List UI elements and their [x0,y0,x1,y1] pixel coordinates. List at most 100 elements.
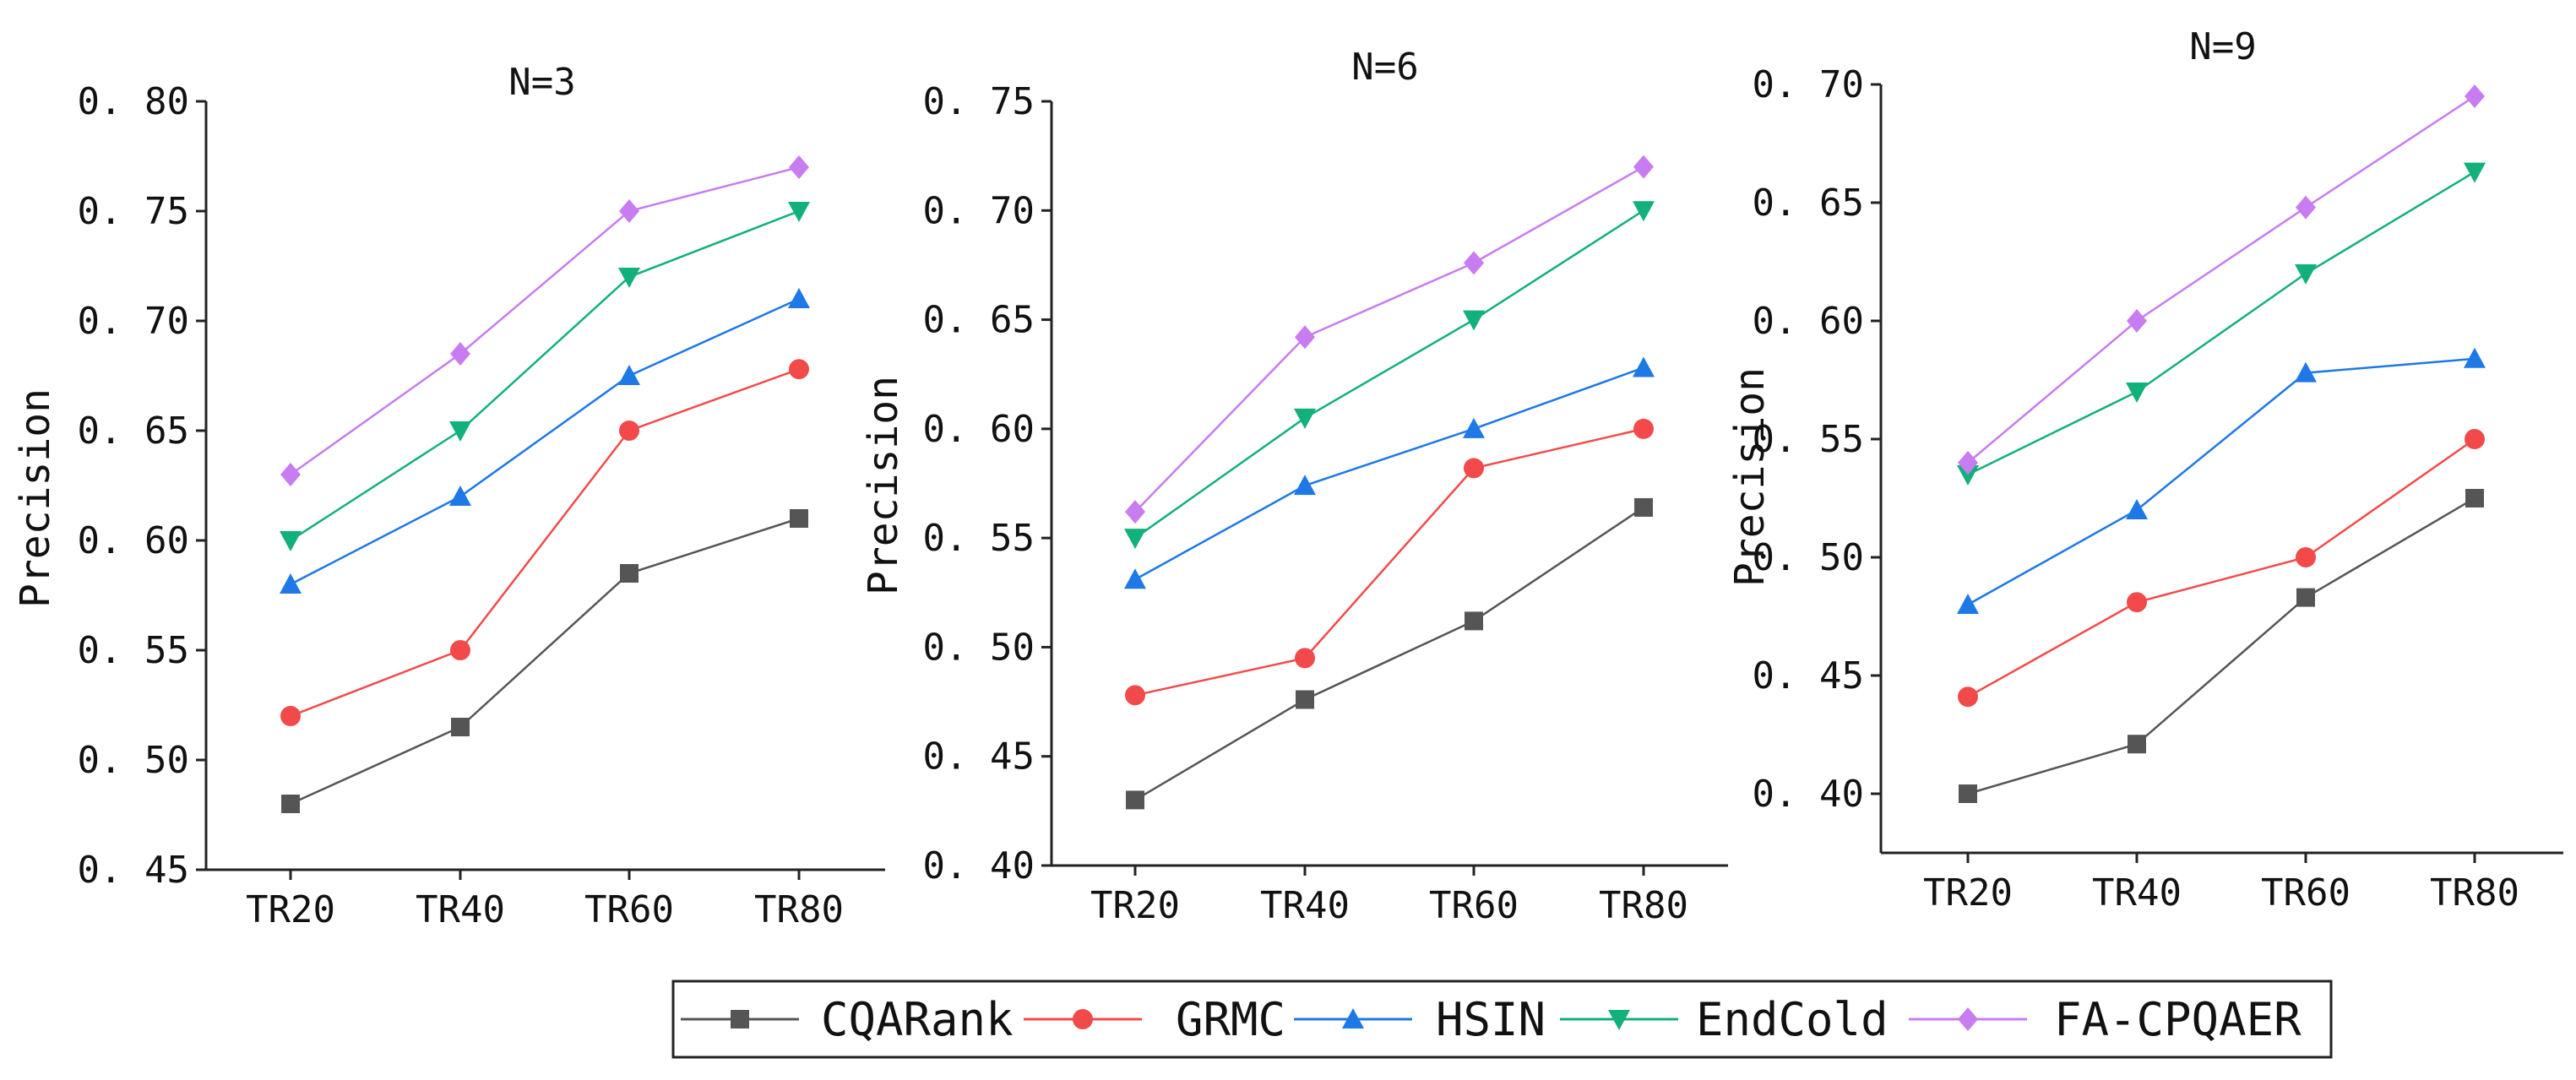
data-point-grmc [1633,418,1654,439]
data-point-hsin [788,288,810,308]
data-point-fa-cpqaer [1464,251,1484,275]
data-point-cqarank [451,718,470,736]
series-group [1957,84,2486,803]
data-point-endcold [1633,201,1655,222]
y-ticks: 0. 40 0. 45 0. 50 0. 55 0. 60 0. 65 0. 70 0. 75 [923,80,1052,887]
data-point-fa-cpqaer [789,155,809,179]
data-point-fa-cpqaer [1125,500,1145,524]
data-point-fa-cpqaer [2127,309,2147,333]
series-line-hsin [1134,366,1644,581]
legend-label-hsin: HSIN [1436,993,1546,1046]
data-point-grmc [1464,458,1484,479]
series-line-endcold [1134,209,1644,540]
y-tick-label: 0. 40 [1753,773,1864,816]
data-point-cqarank [2465,489,2484,507]
x-tick-label: TR40 [1260,884,1350,927]
legend-box [671,980,2333,1059]
y-axis-label: Precision [12,388,59,608]
chart-title: N=9 [2189,25,2256,68]
series-line-cqarank [290,517,800,806]
y-tick-label: 0. 75 [78,190,189,233]
data-point-endcold [788,202,810,222]
data-point-endcold [1463,310,1485,331]
y-tick-label: 0. 65 [923,299,1035,342]
y-tick-label: 0. 60 [923,408,1035,451]
x-tick-label: TR80 [1599,884,1688,927]
y-axis-label: Precision [1726,367,1774,587]
x-tick-label: TR20 [1923,871,2013,914]
series-line-grmc [1134,427,1644,697]
data-point-fa-cpqaer [280,463,301,486]
data-point-grmc [2127,592,2147,613]
chart-panel-n3: N=3 Precision 0. 450. 500. 550. 600. 650… [12,61,885,931]
data-point-cqarank [1465,611,1483,631]
data-point-endcold [2295,264,2317,285]
y-tick-label: 0. 70 [78,300,189,343]
data-point-fa-cpqaer [619,199,639,223]
data-point-grmc [450,640,470,660]
data-point-hsin [2464,347,2486,368]
data-point-hsin [280,573,302,594]
data-point-endcold [280,531,302,551]
y-tick-label: 0. 50 [923,626,1035,669]
y-tick-label: 0. 45 [78,849,189,892]
data-point-endcold [2126,383,2148,403]
x-tick-label: TR40 [416,888,505,931]
data-point-grmc [619,421,639,441]
data-point-cqarank [1634,497,1653,517]
data-point-grmc [1125,685,1145,706]
data-point-endcold [2464,162,2486,183]
series-line-endcold [290,209,800,542]
data-point-fa-cpqaer [2465,84,2485,108]
series-group [280,155,810,813]
x-tick-label: TR60 [1429,884,1519,927]
series-line-fa-cpqaer [1967,95,2475,464]
data-point-grmc [280,706,301,726]
data-point-grmc [1958,687,1978,708]
data-point-fa-cpqaer [2296,195,2316,220]
x-tick-label: TR60 [584,888,674,931]
data-point-fa-cpqaer [1295,325,1315,350]
data-point-hsin [1463,417,1485,438]
legend-label-grmc: GRMC [1176,993,1285,1046]
y-tick-label: 0. 55 [923,517,1035,560]
data-point-cqarank [1126,790,1144,810]
y-tick-label: 0. 65 [1753,182,1864,225]
series-line-grmc [1967,437,2475,698]
chart-title: N=3 [508,61,575,104]
data-point-cqarank [790,509,808,528]
y-tick-label: 0. 60 [1753,300,1864,343]
data-point-endcold [1294,408,1316,429]
series-line-cqarank [1967,497,2475,795]
y-tick-label: 0. 55 [1753,418,1864,461]
y-tick-label: 0. 80 [78,80,189,123]
x-ticks: TR20 TR40 TR60 TR80 [1923,853,2519,914]
data-point-grmc [2465,429,2485,449]
x-tick-label: TR80 [2430,871,2519,914]
data-point-hsin [449,486,471,506]
data-point-cqarank [1959,784,1977,803]
x-tick-label: TR40 [2092,871,2182,914]
x-tick-label: TR60 [2261,871,2350,914]
y-tick-label: 0. 70 [1753,63,1864,106]
y-ticks: 0. 40 0. 45 0. 50 0. 55 0. 60 0. 65 0. 70 [1753,63,1881,816]
legend-marker-endcold [1608,1010,1630,1030]
data-point-grmc [1295,648,1315,669]
data-point-hsin [1294,475,1316,496]
data-point-hsin [618,365,640,385]
x-tick-label: TR20 [246,888,335,931]
y-tick-label: 0. 75 [923,80,1035,123]
legend-label-cqarank: CQARank [821,993,1014,1046]
y-tick-label: 0. 40 [923,844,1035,887]
data-point-endcold [618,268,640,288]
legend: CQARank GRMC HSIN EndCold FA-CPQAER [671,980,2333,1059]
data-point-cqarank [2296,588,2315,607]
data-point-cqarank [281,795,300,813]
data-point-hsin [1957,594,1979,614]
chart-title: N=6 [1351,46,1418,89]
y-tick-label: 0. 60 [78,519,189,562]
series-line-fa-cpqaer [1134,166,1644,513]
y-tick-label: 0. 65 [78,410,189,453]
y-tick-label: 0. 55 [78,629,189,672]
